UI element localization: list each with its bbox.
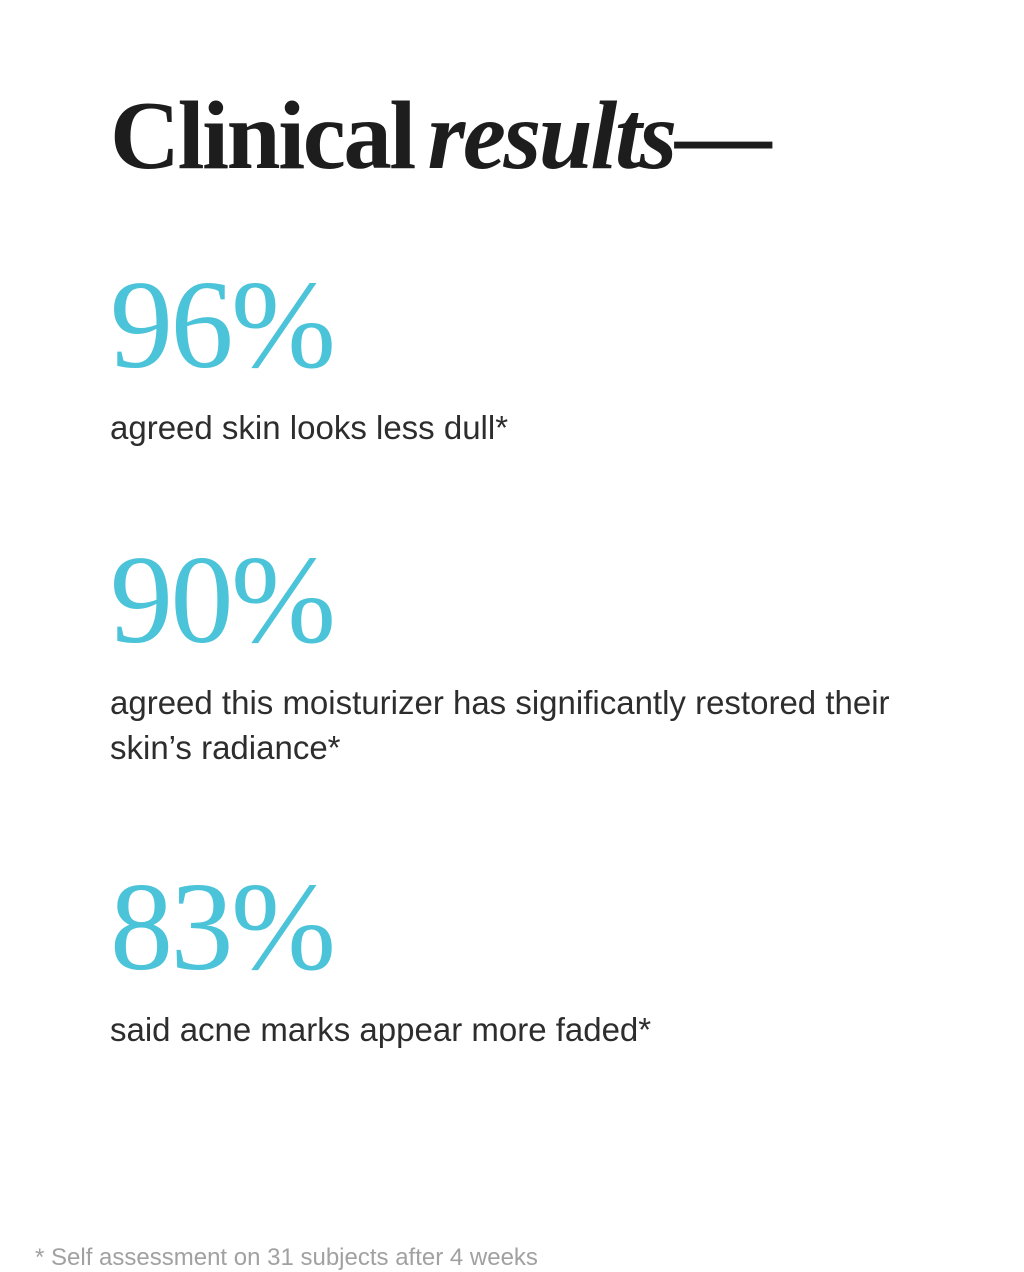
content-column: Clinical results— 96% agreed skin looks l… bbox=[110, 0, 934, 1052]
stat-value: 83% bbox=[110, 857, 336, 997]
stat-label: said acne marks appear more faded* bbox=[110, 1010, 652, 1048]
stat-block-restored-radiance: 90% agreed this moisturizer has signific… bbox=[110, 530, 934, 770]
page-title-regular-text: Clinical bbox=[110, 82, 416, 189]
stat-block-acne-marks-faded: 83% said acne marks appear more faded* bbox=[110, 857, 934, 1052]
stat-label: agreed this moisturizer has significantl… bbox=[110, 683, 890, 766]
stat-value: 96% bbox=[110, 255, 336, 395]
stat-block-less-dull: 96% agreed skin looks less dull* bbox=[110, 255, 934, 450]
page-title: Clinical results— bbox=[110, 0, 934, 187]
footnote-self-assessment: * Self assessment on 31 subjects after 4… bbox=[35, 1244, 538, 1271]
stat-value: 90% bbox=[110, 530, 336, 670]
page-title-dash: — bbox=[674, 82, 772, 189]
page-title-italic-text: results bbox=[427, 82, 678, 189]
stat-label: agreed skin looks less dull* bbox=[110, 408, 509, 446]
